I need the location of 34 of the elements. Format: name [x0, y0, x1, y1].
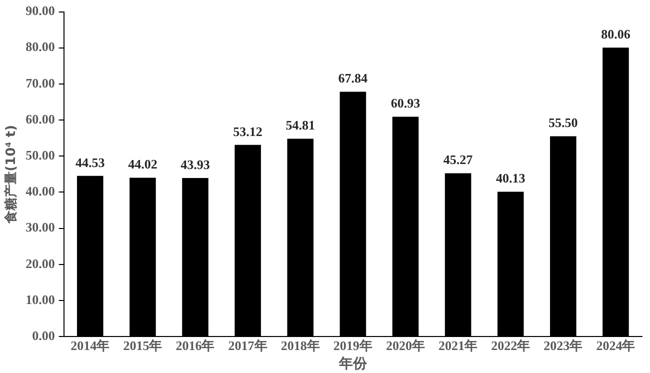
y-tick-label: 90.00	[26, 3, 55, 18]
data-label: 53.12	[233, 124, 262, 139]
y-tick-label: 70.00	[26, 75, 55, 90]
x-tick-label: 2018年	[280, 338, 320, 353]
data-label: 44.53	[76, 154, 106, 170]
y-tick-label: 40.00	[26, 184, 55, 199]
y-tick-label: 30.00	[26, 220, 55, 235]
y-tick-label: 60.00	[26, 111, 55, 126]
data-label: 43.93	[180, 156, 210, 172]
y-tick-label: 80.00	[26, 39, 55, 54]
data-label: 54.81	[286, 118, 315, 133]
x-tick-label: 2023年	[544, 338, 583, 353]
x-tick-label: 2017年	[228, 338, 268, 353]
x-tick-label: 2021年	[438, 338, 478, 353]
data-label: 44.02	[128, 156, 158, 172]
x-tick-label: 2020年	[386, 338, 425, 353]
data-label: 40.13	[496, 170, 526, 186]
data-label: 55.50	[548, 115, 578, 130]
x-tick-label: 2015年	[123, 338, 162, 353]
x-tick-label: 2024年	[596, 338, 636, 353]
y-tick-label: 10.00	[26, 292, 55, 307]
data-label: 60.93	[390, 96, 421, 111]
y-tick-label: 50.00	[26, 148, 55, 163]
x-tick-label: 2022年	[491, 338, 530, 353]
y-axis-title: 食糖产量(10⁴ t)	[3, 124, 20, 224]
x-axis-title: 年份	[338, 356, 368, 372]
x-tick-label: 2019年	[333, 338, 372, 353]
data-label: 67.84	[338, 70, 368, 86]
y-tick-label: 0.00	[32, 328, 55, 343]
x-tick-label: 2014年	[70, 338, 110, 353]
x-tick-label: 2016年	[176, 338, 215, 353]
data-label: 80.06	[601, 26, 631, 42]
data-label: 45.27	[443, 152, 474, 168]
y-tick-label: 20.00	[26, 256, 55, 271]
